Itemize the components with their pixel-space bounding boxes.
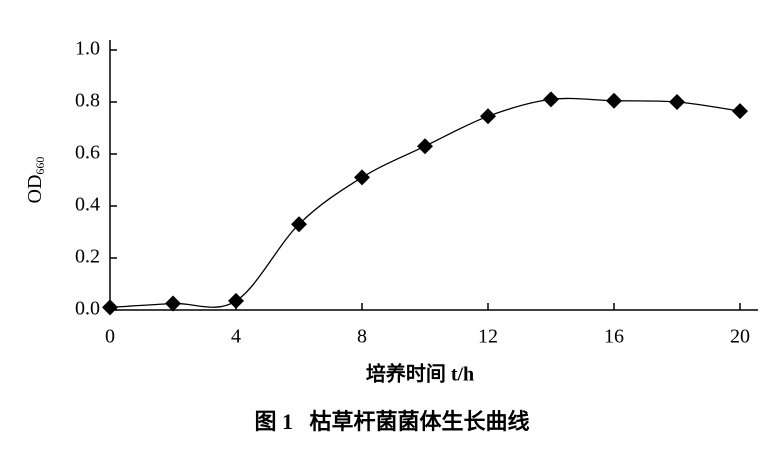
marker (606, 92, 622, 109)
x-tick-label: 20 (730, 326, 750, 348)
x-axis-label: 培养时间 t/h (366, 362, 474, 386)
marker (291, 216, 307, 233)
y-label-subscript: 660 (33, 157, 47, 175)
x-tick-label: 0 (105, 326, 115, 348)
y-tick-label: 0.2 (75, 246, 100, 268)
y-tick-label: 0.8 (75, 90, 100, 112)
marker (102, 299, 118, 316)
marker (543, 91, 559, 108)
marker (417, 138, 433, 155)
y-tick-label: 1.0 (75, 38, 100, 60)
caption: 图 1 枯草杆菌菌体生长曲线 (254, 409, 529, 434)
marker (228, 292, 244, 309)
y-tick-label: 0.6 (75, 142, 100, 164)
x-tick-label: 4 (231, 326, 241, 348)
x-tick-label: 16 (604, 326, 624, 348)
y-label-text: OD (24, 175, 46, 204)
growth-line (109, 97, 741, 309)
y-axis-label: OD660 (24, 157, 47, 204)
marker (165, 295, 181, 312)
x-tick-label: 12 (478, 326, 498, 348)
marker (354, 169, 370, 186)
marker (480, 108, 496, 125)
y-tick-label: 0.0 (75, 298, 100, 320)
marker (732, 103, 748, 120)
y-tick-label: 0.4 (75, 194, 100, 216)
marker (669, 94, 685, 110)
x-tick-label: 8 (357, 326, 367, 348)
